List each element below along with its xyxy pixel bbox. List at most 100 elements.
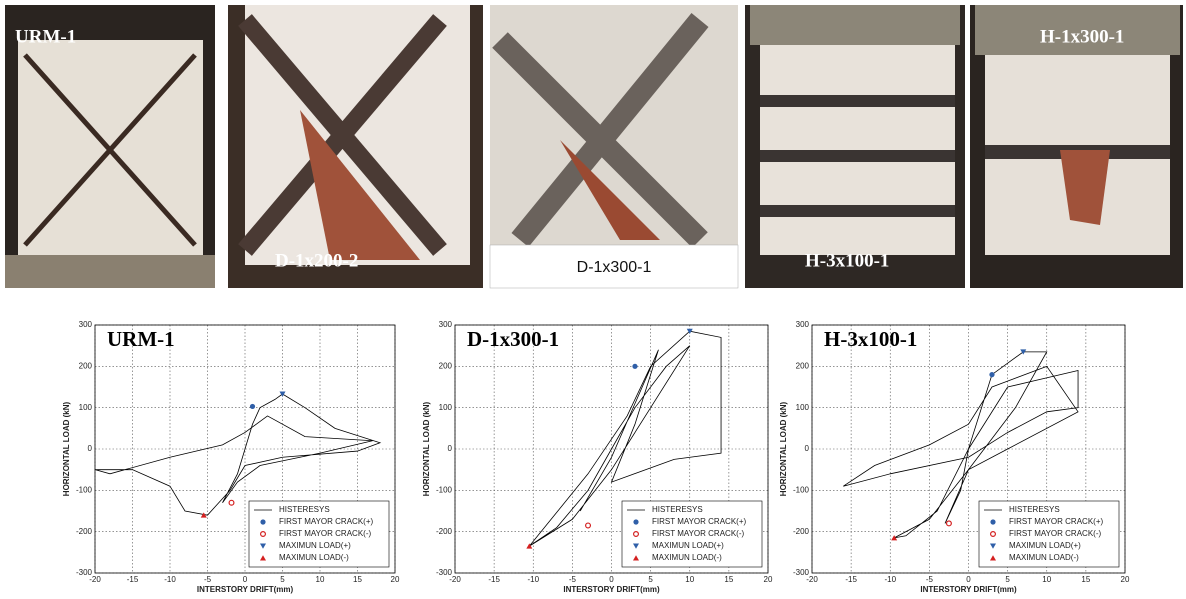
x-tick-label: 15 (724, 575, 733, 584)
x-tick-label: -20 (806, 575, 818, 584)
x-tick-label: -10 (884, 575, 896, 584)
x-tick-label: -5 (569, 575, 577, 584)
photo-label: H-1x300-1 (1040, 26, 1124, 47)
legend-label: HISTERESYS (279, 505, 330, 514)
legend-swatch (633, 519, 639, 525)
photo-label: D-1x300-1 (577, 259, 652, 276)
y-tick-label: -300 (793, 568, 810, 577)
y-tick-label: 100 (796, 403, 810, 412)
legend-label: MAXIMUN LOAD(-) (1009, 553, 1079, 562)
photo-label: H-3x100-1 (805, 250, 889, 271)
photo-1 (5, 5, 215, 288)
photo-label: D-1x200-2 (275, 250, 358, 271)
legend-label: MAXIMUN LOAD(-) (279, 553, 349, 562)
y-tick-label: -100 (793, 485, 810, 494)
x-tick-label: -10 (527, 575, 539, 584)
chart-title: URM-1 (107, 327, 175, 351)
x-axis-label: INTERSTORY DRIFT(mm) (920, 585, 1017, 594)
y-axis-label: HORIZONTAL LOAD (kN) (779, 401, 788, 496)
x-tick-label: 15 (1081, 575, 1090, 584)
x-axis-label: INTERSTORY DRIFT(mm) (563, 585, 660, 594)
chart: -300 -200 -100 0 100 200 300 -20 -15 -10 -5 0 5 10 15 2… (62, 320, 400, 594)
chart: -300 -200 -100 0 100 200 300 -20 -15 -10 -5 0 5 10 15 2… (422, 320, 773, 594)
photo-3 (489, 5, 739, 289)
legend-label: FIRST MAYOR CRACK(-) (1009, 529, 1101, 538)
legend-label: FIRST MAYOR CRACK(-) (279, 529, 371, 538)
x-tick-label: 0 (243, 575, 248, 584)
photo-label: URM-1 (15, 26, 76, 47)
x-tick-label: 10 (1042, 575, 1051, 584)
hysteresis-line (529, 330, 722, 547)
marker (249, 403, 256, 410)
marker (279, 391, 286, 397)
legend-label: MAXIMUN LOAD(-) (652, 553, 722, 562)
legend-swatch (260, 519, 266, 525)
x-tick-label: -10 (164, 575, 176, 584)
legend-swatch (632, 530, 639, 537)
marker (632, 363, 638, 369)
marker (200, 512, 207, 518)
y-tick-label: 100 (439, 403, 453, 412)
y-axis-label: HORIZONTAL LOAD (kN) (62, 401, 71, 496)
y-tick-label: 0 (88, 444, 93, 453)
legend-box (248, 500, 390, 568)
plot-frame (811, 324, 1126, 574)
y-tick-label: -200 (793, 527, 810, 536)
x-tick-label: 20 (1121, 575, 1130, 584)
legend-label: FIRST MAYOR CRACK(+) (279, 517, 373, 526)
x-tick-label: 15 (353, 575, 362, 584)
marker (526, 543, 533, 549)
y-tick-label: 0 (805, 444, 810, 453)
x-tick-label: -5 (926, 575, 934, 584)
y-tick-label: -100 (436, 485, 453, 494)
legend-label: MAXIMUN LOAD(+) (1009, 541, 1081, 550)
y-tick-label: 300 (79, 320, 93, 329)
legend-label: MAXIMUN LOAD(+) (652, 541, 724, 550)
hysteresis-line (843, 351, 1079, 539)
x-tick-label: 0 (966, 575, 971, 584)
legend-label: HISTERESYS (652, 505, 703, 514)
x-tick-label: -15 (845, 575, 857, 584)
marker (585, 522, 592, 529)
marker (989, 372, 995, 378)
photo-4 (745, 5, 965, 288)
legend-swatch (990, 543, 996, 549)
marker (228, 499, 235, 506)
x-tick-label: 5 (280, 575, 285, 584)
x-tick-label: 5 (1005, 575, 1010, 584)
y-tick-label: -300 (436, 568, 453, 577)
y-tick-label: -100 (76, 485, 93, 494)
x-axis-label: INTERSTORY DRIFT(mm) (197, 585, 294, 594)
y-tick-label: 300 (439, 320, 453, 329)
x-tick-label: 10 (685, 575, 694, 584)
y-tick-label: -200 (76, 527, 93, 536)
photo-2 (228, 5, 483, 288)
chart: -300 -200 -100 0 100 200 300 -20 -15 -10 -5 0 5 10 15 2… (779, 320, 1130, 594)
y-tick-label: 100 (79, 403, 93, 412)
y-tick-label: 200 (439, 361, 453, 370)
x-tick-label: -20 (449, 575, 461, 584)
chart-title: D-1x300-1 (467, 327, 559, 351)
marker (1020, 349, 1027, 355)
x-tick-label: 5 (648, 575, 653, 584)
x-tick-label: 20 (764, 575, 773, 584)
plot-frame (94, 324, 396, 574)
plot-frame (454, 324, 769, 574)
chart-title: H-3x100-1 (824, 327, 917, 351)
y-tick-label: -300 (76, 568, 93, 577)
x-tick-label: -15 (488, 575, 500, 584)
marker (891, 535, 898, 541)
legend-swatch (989, 530, 996, 537)
x-tick-label: -15 (127, 575, 139, 584)
y-tick-label: 200 (79, 361, 93, 370)
legend-swatch (260, 530, 267, 537)
y-tick-label: 0 (448, 444, 453, 453)
x-tick-label: -20 (89, 575, 101, 584)
x-tick-label: 0 (609, 575, 614, 584)
marker (945, 520, 952, 527)
legend-label: FIRST MAYOR CRACK(+) (1009, 517, 1103, 526)
legend-swatch (633, 543, 639, 549)
legend-swatch (260, 543, 266, 549)
